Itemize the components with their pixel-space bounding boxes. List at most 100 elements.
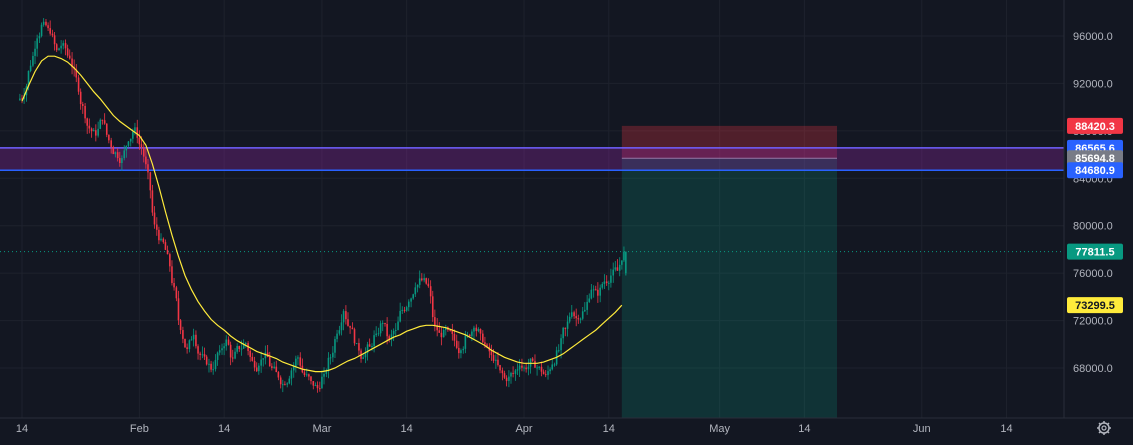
candle-up	[375, 326, 377, 338]
candle-down	[351, 322, 354, 330]
candle-up	[570, 305, 573, 319]
supply-zone[interactable]	[0, 147, 1064, 253]
candle-down	[308, 373, 310, 381]
candle-body	[64, 43, 67, 49]
candle-down	[386, 317, 388, 345]
candle-body	[521, 365, 523, 368]
candle-body	[164, 242, 167, 250]
candle-up	[225, 335, 228, 351]
candle-down	[505, 375, 508, 387]
candle-body	[36, 38, 38, 49]
candle-body	[568, 316, 571, 322]
candle-body	[251, 356, 254, 361]
candle-down	[169, 252, 171, 272]
candle-body	[151, 190, 154, 213]
candle-body	[401, 309, 404, 311]
candle-up	[527, 358, 530, 376]
candle-body	[75, 69, 78, 78]
candle-body	[286, 383, 289, 385]
candle-body	[221, 348, 223, 351]
stop-loss-zone[interactable]	[621, 125, 837, 159]
position-box[interactable]	[621, 125, 837, 418]
candle-up	[192, 328, 195, 347]
candle-down	[438, 322, 441, 333]
candle-body	[484, 342, 486, 345]
candle-body	[451, 330, 454, 334]
candle-down	[319, 381, 321, 392]
candle-body	[414, 287, 417, 295]
candle-down	[108, 134, 110, 144]
candle-body	[175, 287, 178, 299]
candle-body	[55, 44, 58, 51]
candle-up	[42, 18, 45, 27]
short-position-tool[interactable]	[621, 125, 837, 418]
price-tag-label: 73299.5	[1075, 300, 1115, 312]
candle-up	[208, 358, 210, 373]
take-profit-zone[interactable]	[621, 158, 837, 418]
candle-up	[601, 282, 604, 290]
candle-body	[368, 344, 371, 347]
candle-up	[392, 328, 395, 342]
candle-down	[171, 260, 173, 286]
candle-down	[427, 278, 430, 288]
candle-up	[618, 257, 621, 277]
candle-body	[129, 138, 132, 142]
candle-body	[323, 373, 325, 377]
time-axis[interactable]: 14 Feb 14 Mar 14 Apr 14 May 14 Jun 14	[16, 423, 1013, 435]
candle-body	[468, 334, 471, 337]
candle-up	[405, 305, 408, 312]
time-tick-label: 14	[798, 423, 810, 435]
candle-body	[525, 367, 527, 370]
candle-body	[560, 338, 562, 351]
price-tag-label: 85694.8	[1075, 153, 1115, 165]
candle-body	[34, 48, 36, 56]
candle-down	[162, 237, 165, 244]
candle-body	[440, 332, 443, 338]
zone-fill[interactable]	[0, 147, 1064, 171]
candle-down	[151, 184, 154, 216]
time-tick-label: 14	[401, 423, 413, 435]
candle-body	[95, 130, 97, 136]
candle-up	[586, 295, 588, 315]
candle-body	[51, 33, 54, 36]
gear-icon[interactable]	[1097, 421, 1111, 435]
candle-body	[79, 91, 82, 105]
candle-body	[160, 238, 162, 241]
candle-up	[92, 127, 95, 132]
candle-up	[123, 145, 126, 161]
candle-body	[505, 377, 508, 382]
candle-body	[242, 343, 245, 349]
candle-body	[608, 282, 610, 284]
candle-body	[249, 350, 251, 357]
candle-up	[471, 329, 473, 342]
candle-body	[601, 283, 604, 288]
candle-down	[436, 318, 438, 337]
candle-body	[358, 343, 360, 351]
candle-down	[310, 375, 312, 385]
candle-body	[19, 98, 21, 101]
candle-body	[84, 105, 86, 119]
candle-up	[286, 382, 289, 388]
candle-up	[621, 260, 623, 270]
candle-body	[482, 333, 484, 343]
candle-body	[295, 358, 297, 367]
candle-up	[612, 262, 615, 283]
candle-down	[368, 338, 371, 347]
candle-up	[460, 348, 462, 359]
candle-body	[531, 358, 534, 361]
candle-body	[405, 307, 408, 311]
candle-body	[312, 381, 315, 386]
candle-down	[577, 314, 580, 324]
candle-body	[71, 58, 73, 68]
candle-body	[132, 131, 134, 139]
price-tags: 88420.386565.685694.884680.977811.573299…	[1067, 117, 1123, 314]
candle-up	[32, 51, 34, 68]
candle-up	[416, 284, 419, 293]
candle-up	[610, 268, 612, 288]
price-axis[interactable]: 96000.092000.088000.084000.080000.076000…	[1073, 31, 1113, 375]
candle-body	[203, 354, 206, 357]
candle-body	[499, 365, 501, 371]
candle-body	[284, 384, 286, 386]
